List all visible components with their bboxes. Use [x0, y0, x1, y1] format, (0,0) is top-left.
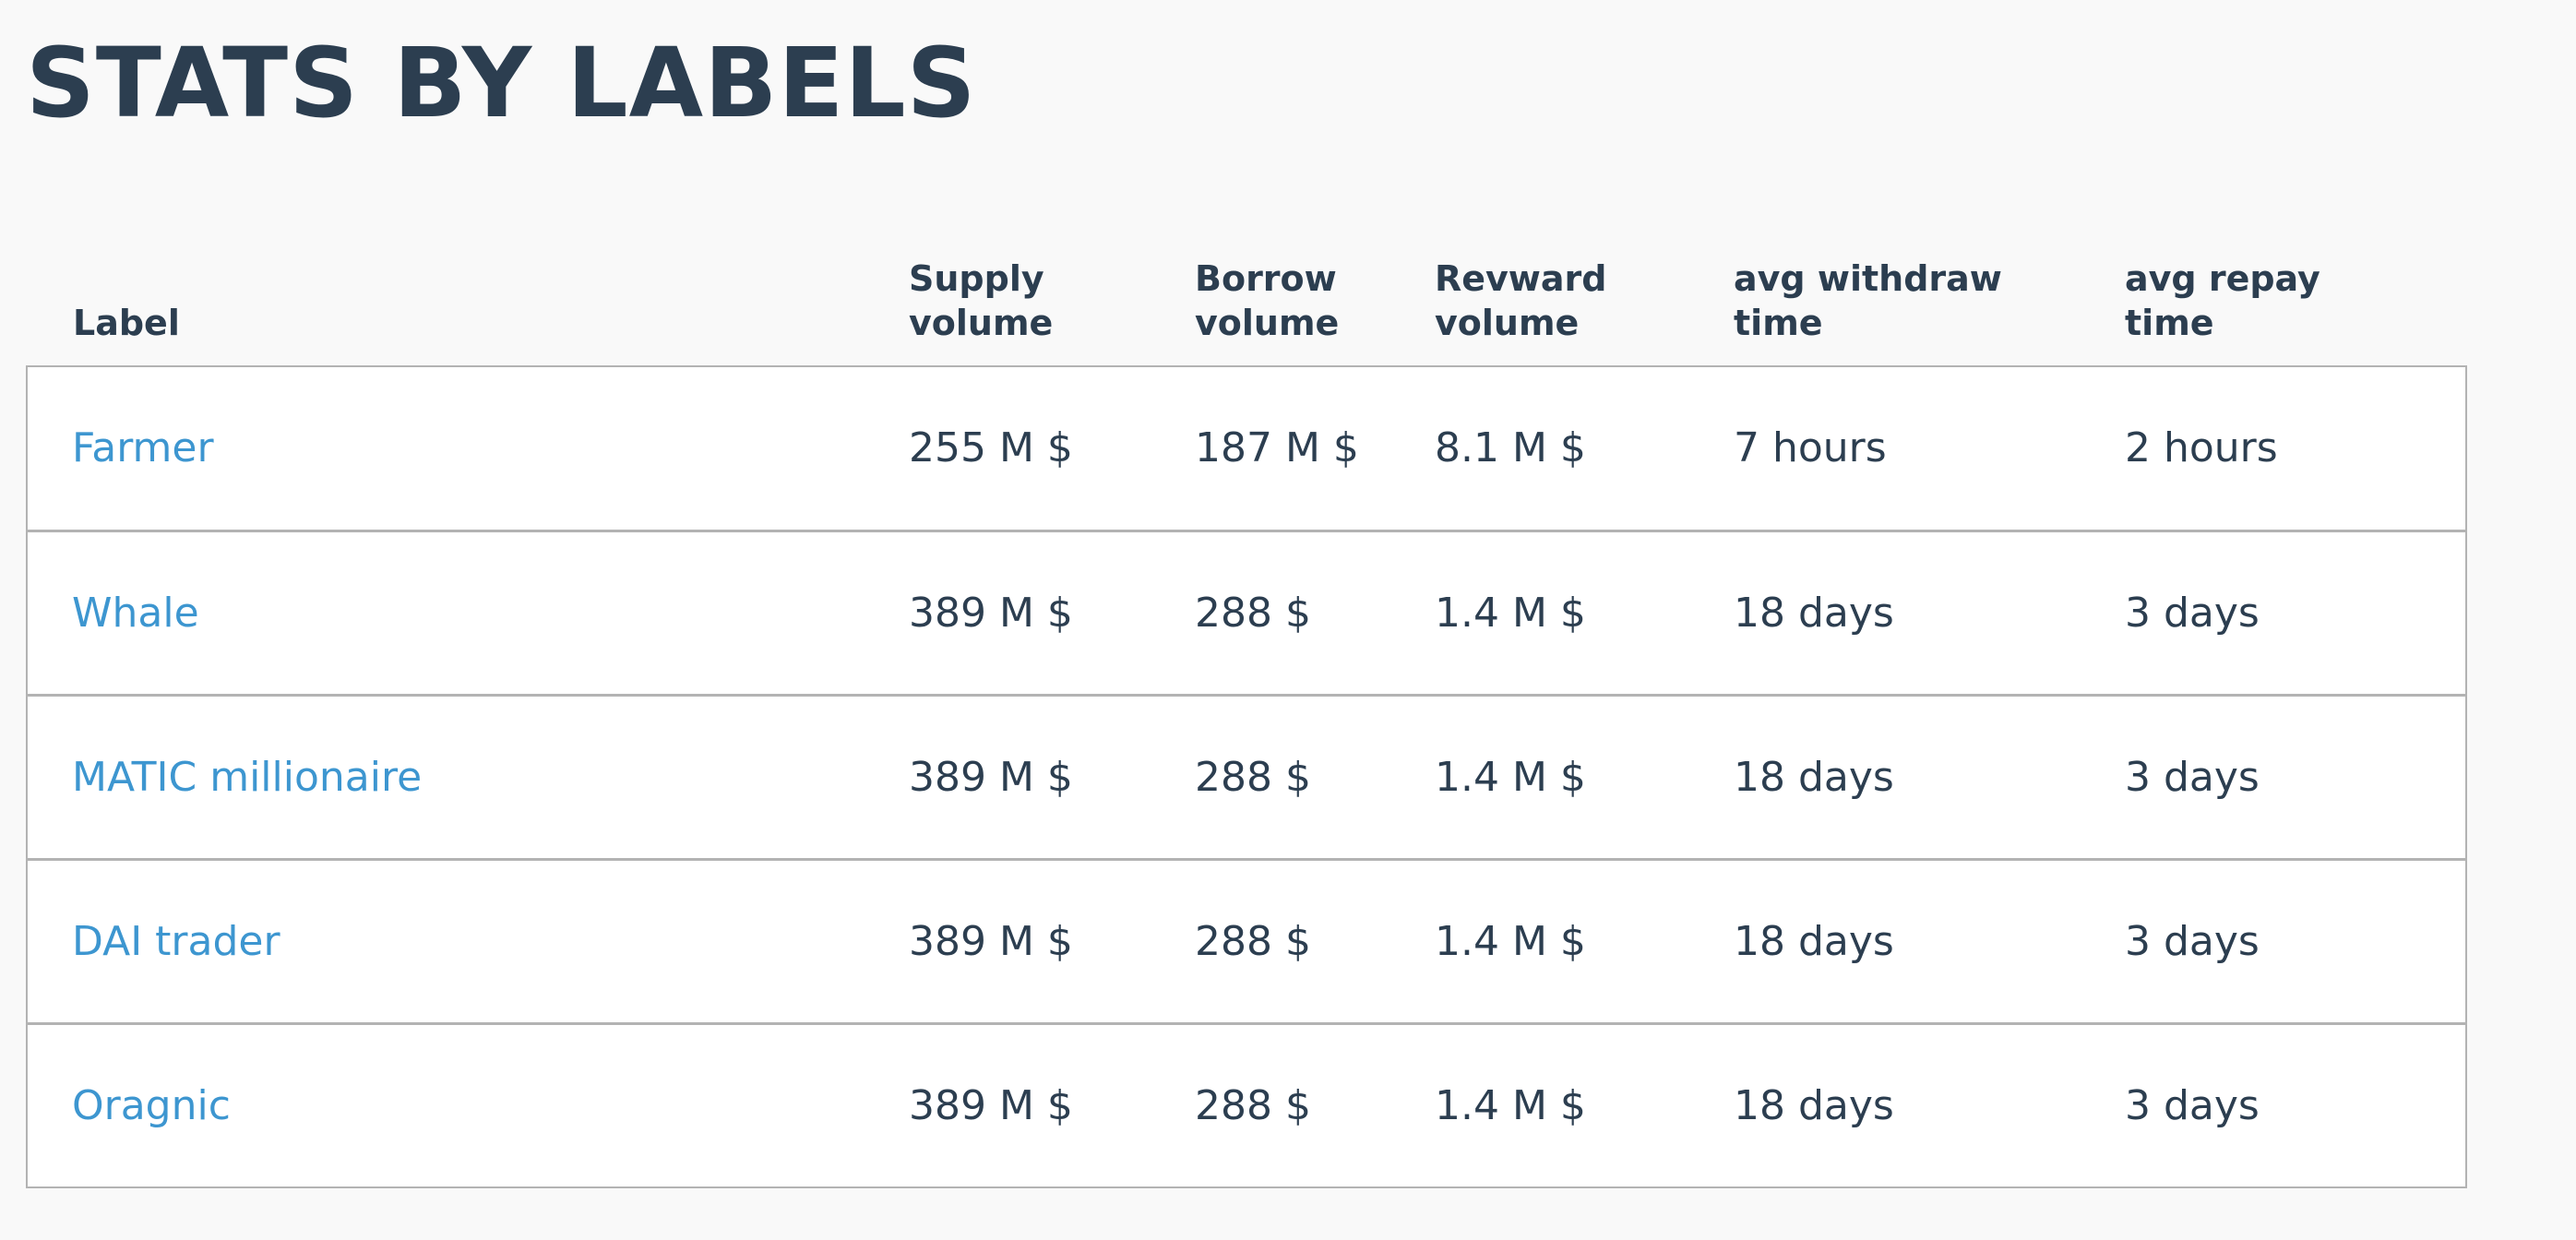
table-row: MATIC millionaire 389 M $ 288 $ 1.4 M $ …: [26, 693, 2467, 859]
column-header-borrow-volume: Borrow volume: [1195, 258, 1340, 343]
label-cell: Oragnic: [26, 1021, 909, 1188]
label-cell: Farmer: [26, 365, 909, 531]
label-link[interactable]: Oragnic: [72, 1081, 231, 1129]
table-row: DAI trader 389 M $ 288 $ 1.4 M $ 18 days…: [26, 857, 2467, 1023]
label-link[interactable]: MATIC millionaire: [72, 753, 423, 801]
supply-volume-cell: 389 M $: [909, 857, 1195, 1023]
avg-withdraw-time-cell: 18 days: [1734, 1021, 2125, 1188]
supply-volume-cell: 255 M $: [909, 365, 1195, 531]
table-row: Farmer 255 M $ 187 M $ 8.1 M $ 7 hours 2…: [26, 365, 2467, 531]
borrow-volume-cell: 288 $: [1195, 857, 1435, 1023]
avg-withdraw-time-cell: 18 days: [1734, 693, 2125, 859]
column-header-avg-withdraw-time: avg withdraw time: [1734, 258, 2002, 343]
label-cell: MATIC millionaire: [26, 693, 909, 859]
supply-volume-cell: 389 M $: [909, 1021, 1195, 1188]
avg-repay-time-cell: 2 hours: [2125, 365, 2467, 531]
avg-repay-time-cell: 3 days: [2125, 857, 2467, 1023]
reward-volume-cell: 1.4 M $: [1435, 857, 1734, 1023]
table-header-row: Label Supply volume Borrow volume Revwar…: [27, 256, 2466, 366]
label-link[interactable]: Whale: [72, 589, 199, 637]
label-cell: DAI trader: [26, 857, 909, 1023]
borrow-volume-cell: 288 $: [1195, 529, 1435, 695]
borrow-volume-cell: 288 $: [1195, 693, 1435, 859]
column-header-avg-repay-time: avg repay time: [2125, 258, 2320, 343]
reward-volume-cell: 1.4 M $: [1435, 693, 1734, 859]
avg-withdraw-time-cell: 7 hours: [1734, 365, 2125, 531]
column-header-label: Label: [73, 303, 180, 343]
avg-repay-time-cell: 3 days: [2125, 693, 2467, 859]
column-header-supply-volume: Supply volume: [909, 258, 1054, 343]
reward-volume-cell: 8.1 M $: [1435, 365, 1734, 531]
column-header-reward-volume: Revward volume: [1435, 258, 1607, 343]
avg-repay-time-cell: 3 days: [2125, 529, 2467, 695]
borrow-volume-cell: 187 M $: [1195, 365, 1435, 531]
avg-repay-time-cell: 3 days: [2125, 1021, 2467, 1188]
reward-volume-cell: 1.4 M $: [1435, 1021, 1734, 1188]
avg-withdraw-time-cell: 18 days: [1734, 857, 2125, 1023]
table-row: Oragnic 389 M $ 288 $ 1.4 M $ 18 days 3 …: [26, 1021, 2467, 1188]
avg-withdraw-time-cell: 18 days: [1734, 529, 2125, 695]
table-row: Whale 389 M $ 288 $ 1.4 M $ 18 days 3 da…: [26, 529, 2467, 695]
page-title: STATS BY LABELS: [26, 27, 977, 139]
reward-volume-cell: 1.4 M $: [1435, 529, 1734, 695]
label-link[interactable]: Farmer: [72, 424, 214, 472]
supply-volume-cell: 389 M $: [909, 529, 1195, 695]
stats-table: Label Supply volume Borrow volume Revwar…: [26, 256, 2467, 1188]
label-cell: Whale: [26, 529, 909, 695]
label-link[interactable]: DAI trader: [72, 917, 280, 965]
borrow-volume-cell: 288 $: [1195, 1021, 1435, 1188]
supply-volume-cell: 389 M $: [909, 693, 1195, 859]
